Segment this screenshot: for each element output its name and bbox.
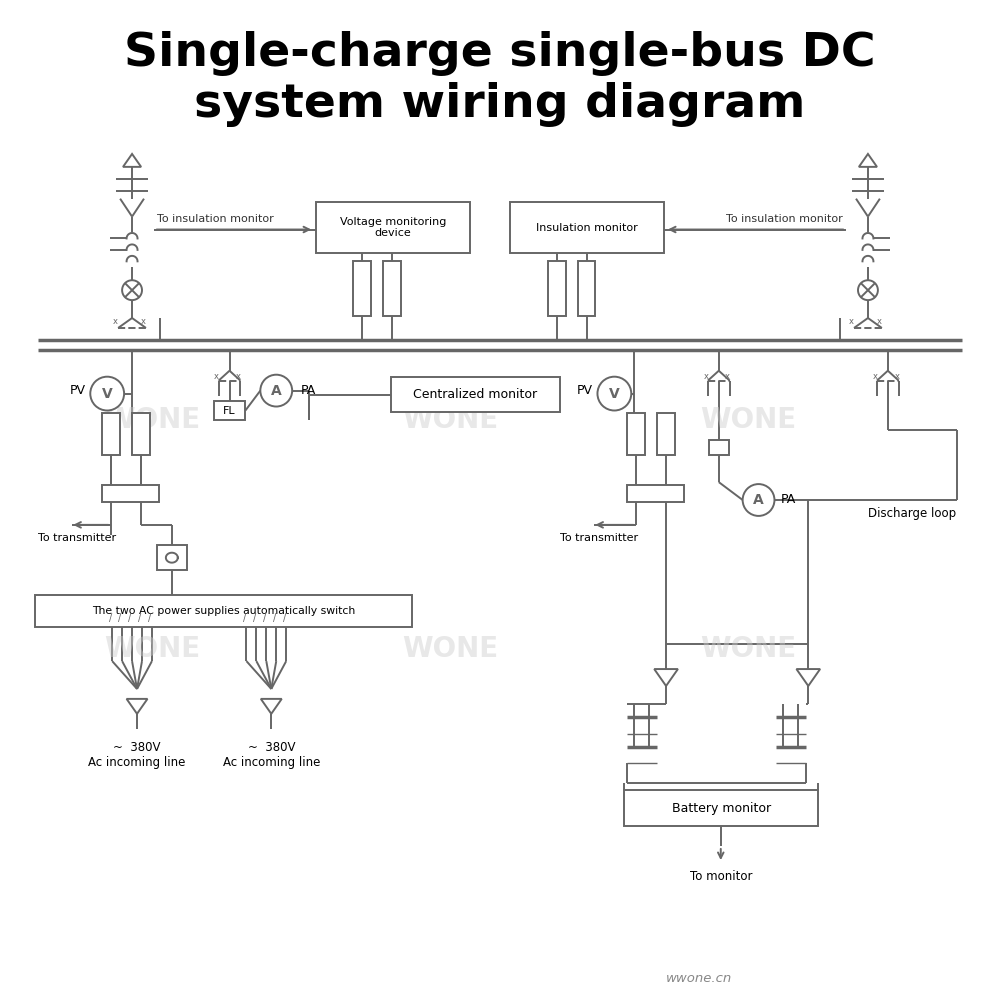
Text: To transmitter: To transmitter xyxy=(560,533,638,543)
Bar xyxy=(316,202,470,253)
Circle shape xyxy=(260,375,292,407)
Bar xyxy=(157,545,187,570)
Text: /: / xyxy=(148,613,152,623)
Text: Battery monitor: Battery monitor xyxy=(672,802,771,815)
Text: V: V xyxy=(102,387,113,401)
Bar xyxy=(391,377,560,412)
Text: FL: FL xyxy=(223,406,236,416)
Bar xyxy=(624,790,818,826)
Text: /: / xyxy=(118,613,122,623)
Text: x: x xyxy=(872,372,877,381)
Circle shape xyxy=(597,377,631,410)
Text: x: x xyxy=(113,316,118,326)
Bar xyxy=(657,413,675,455)
Text: system wiring diagram: system wiring diagram xyxy=(194,82,806,127)
Text: /: / xyxy=(138,613,142,623)
Text: To insulation monitor: To insulation monitor xyxy=(726,214,843,224)
Text: /: / xyxy=(283,613,286,623)
Text: x: x xyxy=(849,316,854,326)
Bar xyxy=(214,401,245,420)
Text: V: V xyxy=(609,387,620,401)
Text: To monitor: To monitor xyxy=(690,870,752,883)
Text: ~  380V
Ac incoming line: ~ 380V Ac incoming line xyxy=(88,741,186,769)
Text: x: x xyxy=(894,372,899,381)
Text: x: x xyxy=(236,372,241,381)
Text: x: x xyxy=(876,316,881,326)
Text: x: x xyxy=(140,316,145,326)
Text: WONE: WONE xyxy=(701,635,797,663)
Text: /: / xyxy=(253,613,256,623)
Text: wwone.cn: wwone.cn xyxy=(666,972,732,985)
Text: PV: PV xyxy=(577,384,593,397)
Text: WONE: WONE xyxy=(402,406,498,434)
Bar xyxy=(102,413,120,455)
Text: x: x xyxy=(725,372,730,381)
Text: WONE: WONE xyxy=(701,406,797,434)
Bar xyxy=(510,202,664,253)
Text: /: / xyxy=(128,613,132,623)
Bar xyxy=(627,413,645,455)
Text: x: x xyxy=(703,372,708,381)
Bar xyxy=(35,595,412,627)
Text: WONE: WONE xyxy=(104,406,200,434)
Text: WONE: WONE xyxy=(104,635,200,663)
Bar xyxy=(102,485,159,502)
Text: /: / xyxy=(263,613,266,623)
Text: /: / xyxy=(273,613,276,623)
Circle shape xyxy=(122,280,142,300)
Bar xyxy=(383,261,401,316)
Circle shape xyxy=(858,280,878,300)
Bar xyxy=(709,440,729,455)
Text: To insulation monitor: To insulation monitor xyxy=(157,214,274,224)
Bar xyxy=(548,261,566,316)
Text: Insulation monitor: Insulation monitor xyxy=(536,223,638,233)
Text: x: x xyxy=(214,372,219,381)
Bar xyxy=(353,261,371,316)
Text: Single-charge single-bus DC: Single-charge single-bus DC xyxy=(124,31,876,76)
Text: To transmitter: To transmitter xyxy=(38,533,116,543)
Text: /: / xyxy=(243,613,246,623)
Text: Voltage monitoring
device: Voltage monitoring device xyxy=(340,217,446,238)
Bar xyxy=(578,261,595,316)
Text: /: / xyxy=(109,613,112,623)
Text: PV: PV xyxy=(69,384,85,397)
Text: ~  380V
Ac incoming line: ~ 380V Ac incoming line xyxy=(223,741,320,769)
Bar xyxy=(132,413,150,455)
Text: The two AC power supplies automatically switch: The two AC power supplies automatically … xyxy=(92,606,355,616)
Text: Centralized monitor: Centralized monitor xyxy=(413,388,537,401)
Text: A: A xyxy=(271,384,282,398)
Circle shape xyxy=(90,377,124,410)
Bar xyxy=(627,485,684,502)
Text: PA: PA xyxy=(780,493,796,506)
Text: Discharge loop: Discharge loop xyxy=(868,507,956,520)
Text: WONE: WONE xyxy=(402,635,498,663)
Circle shape xyxy=(743,484,774,516)
Text: PA: PA xyxy=(301,384,316,397)
Text: A: A xyxy=(753,493,764,507)
